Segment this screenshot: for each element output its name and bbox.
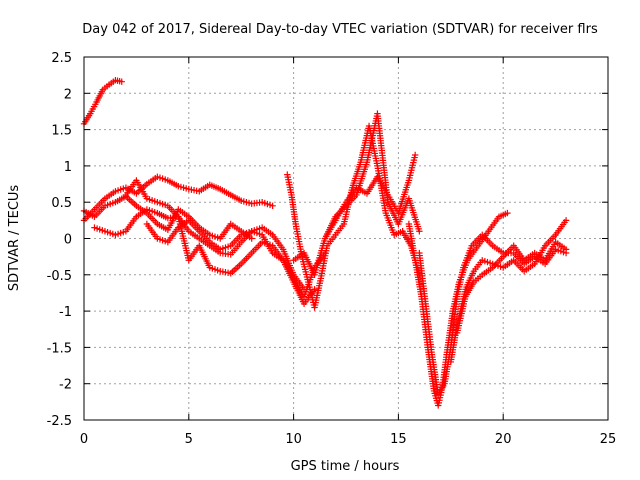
y-tick-label: 1.5: [51, 124, 72, 139]
data-point: [504, 209, 511, 217]
data-point: [269, 202, 276, 210]
y-tick-label: 2: [64, 87, 72, 102]
x-tick-label: 15: [390, 432, 407, 447]
y-tick-label: -2.5: [47, 414, 72, 429]
y-tick-label: 2.5: [51, 51, 72, 66]
data-point: [562, 246, 570, 253]
x-tick-label: 5: [185, 432, 193, 447]
y-tick-label: 0.5: [51, 196, 72, 211]
tick-labels: 0 5 10 15 20 25 -2.5 -2 -1.5 -1 -0.5 0 0.5 1 1.5 2 2.5: [47, 51, 617, 447]
x-tick-label: 25: [600, 432, 617, 447]
y-tick-label: -0.5: [47, 269, 72, 284]
data-point: [411, 151, 419, 159]
y-axis-label: SDTVAR / TECUs: [7, 185, 22, 292]
y-tick-label: 1: [64, 160, 72, 175]
axis-ticks: [83, 56, 609, 421]
chart-title: Day 042 of 2017, Sidereal Day-to-day VTE…: [82, 22, 598, 37]
x-tick-label: 20: [495, 432, 512, 447]
data-point: [118, 78, 125, 85]
data-point: [416, 228, 423, 235]
x-tick-label: 10: [285, 432, 302, 447]
data-point: [248, 235, 255, 242]
y-tick-label: -1: [59, 305, 72, 320]
data-points: [80, 77, 570, 409]
y-tick-label: -2: [59, 378, 72, 393]
y-tick-label: -1.5: [47, 341, 72, 356]
x-tick-label: 0: [80, 432, 88, 447]
x-axis-label: GPS time / hours: [291, 459, 400, 474]
data-point: [562, 217, 570, 224]
y-tick-label: 0: [64, 233, 72, 248]
